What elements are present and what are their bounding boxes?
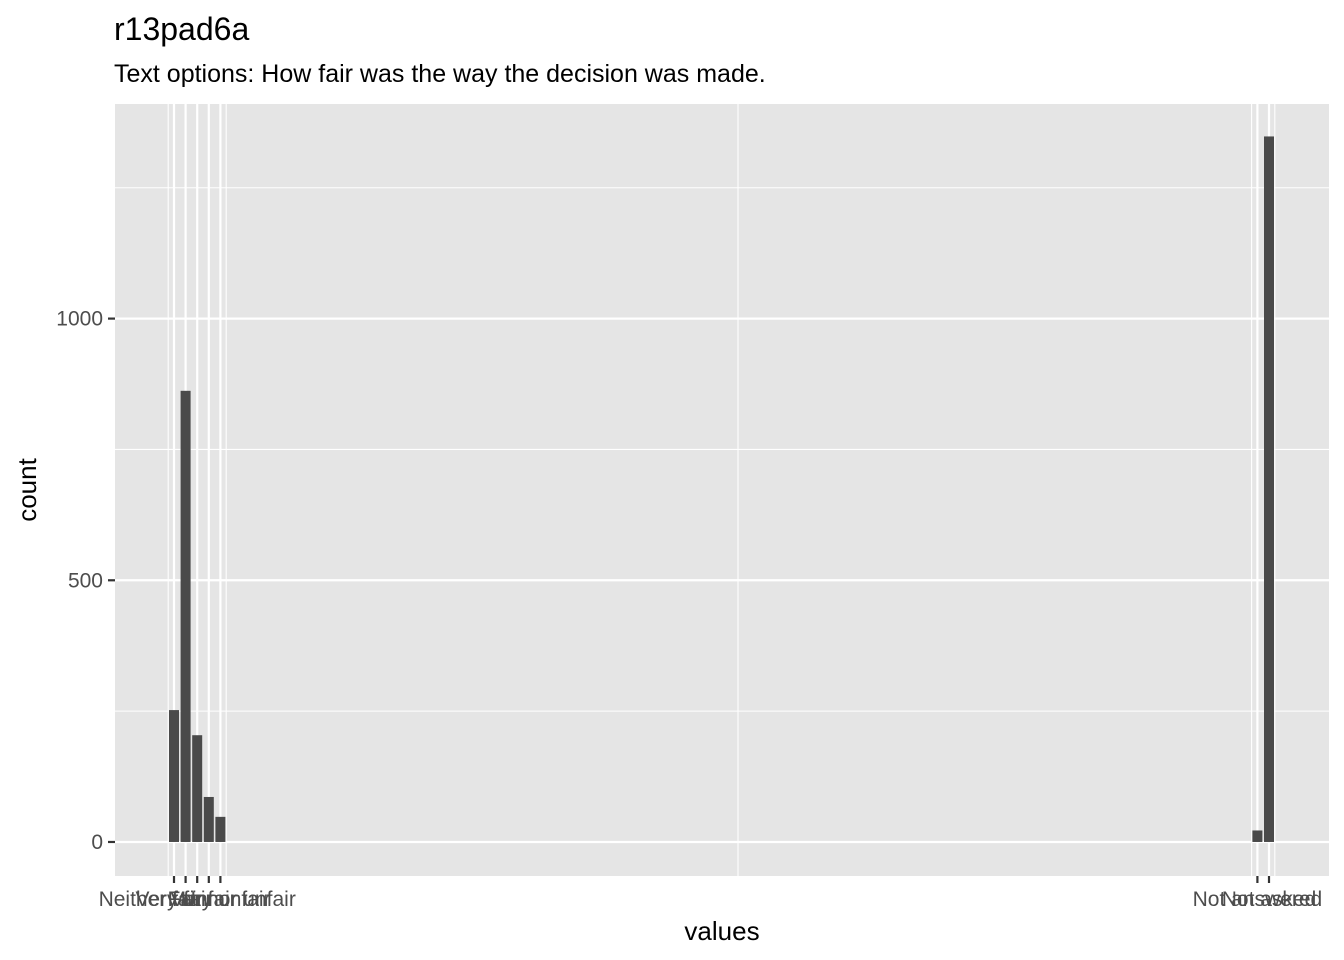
x-axis-title: values [684,916,759,946]
bar [215,816,226,842]
x-tick-label: Unfair [181,888,237,911]
bar [203,796,214,842]
bar [1264,136,1274,842]
x-tick-label: Neither fair nor unfair [99,888,296,911]
x-tick-label: Very unfair [170,888,270,911]
chart-subtitle: Text options: How fair was the way the d… [114,60,766,88]
x-tick-label: Not answered [1193,888,1323,911]
bars [169,136,1274,842]
plot-panel [115,104,1329,876]
y-tick-label: 1000 [56,308,103,331]
y-axis: 0 500 1000 [56,308,115,854]
chart-title: r13pad6a [114,11,249,47]
y-axis-title: count [12,457,42,521]
x-tick-label: Fair [168,888,204,911]
y-tick-label: 0 [91,831,103,854]
bar [192,735,203,842]
bar [169,710,179,842]
bar [1252,830,1263,842]
x-tick-label: Not asked [1222,888,1317,911]
y-tick-label: 500 [68,569,103,592]
bar [180,390,191,842]
x-tick-label: Very fair [135,888,212,911]
